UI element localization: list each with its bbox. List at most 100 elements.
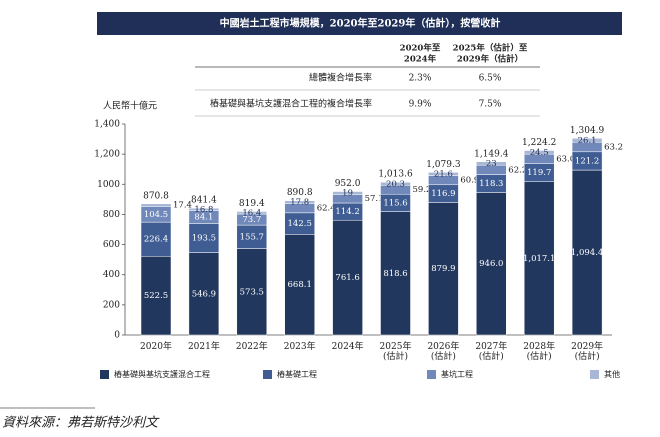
total-label: 1,079.3	[426, 160, 461, 170]
value-label: 116.9	[431, 189, 455, 199]
table-row-label: 樁基礎與基坑支護混合工程的複合增長率	[210, 98, 372, 110]
value-label: 522.5	[144, 291, 168, 301]
x-tick-line: (估計)	[431, 350, 456, 362]
value-label: 23	[486, 159, 497, 169]
value-label: 193.5	[192, 233, 216, 243]
value-label: 26.1	[578, 136, 597, 146]
value-label: 17.8	[290, 198, 309, 208]
value-label: 63.0	[556, 154, 575, 164]
value-label: 546.9	[192, 289, 216, 299]
bar-segment	[140, 203, 172, 207]
x-tick-line: 2021年	[188, 340, 220, 352]
total-label: 841.4	[191, 196, 217, 206]
table-header: 2024年	[404, 54, 437, 65]
table-cell: 9.9%	[409, 100, 432, 110]
source: 資料來源：弗若斯特沙利文	[2, 415, 160, 431]
value-label: 573.5	[240, 287, 264, 297]
bar-segment	[140, 256, 172, 336]
total-label: 1,224.2	[522, 138, 556, 148]
legend-label: 其他	[604, 369, 620, 379]
x-tick-label: 2021年	[188, 340, 220, 352]
legend-swatch	[427, 370, 436, 379]
value-label: 24.5	[530, 148, 549, 158]
table-header: 2029年（估計）	[457, 54, 523, 65]
value-label: 114.2	[335, 207, 359, 217]
y-tick-label: 0	[114, 331, 120, 341]
x-tick-label: 2024年	[332, 340, 364, 352]
x-tick-line: (估計)	[527, 350, 552, 362]
total-label: 1,304.9	[570, 126, 605, 136]
x-tick-label: 2029年(估計)	[571, 340, 603, 362]
value-label: 19	[342, 188, 353, 198]
value-label: 226.4	[144, 235, 168, 245]
legend-label: 基坑工程	[441, 369, 473, 379]
table-cell: 7.5%	[479, 100, 502, 110]
value-label: 818.6	[383, 269, 407, 279]
x-tick-line: (估計)	[479, 350, 504, 362]
y-tick-label: 1,400	[94, 120, 120, 130]
value-label: 155.7	[240, 232, 264, 242]
x-tick-line: 2028年	[523, 340, 555, 352]
y-tick-label: 1,200	[94, 150, 120, 160]
value-label: 73.7	[242, 215, 261, 225]
total-label: 819.4	[239, 199, 265, 209]
x-tick-line: (估計)	[575, 350, 600, 362]
bar-segment	[284, 200, 315, 204]
value-label: 946.0	[479, 259, 503, 269]
value-label: 16.4	[242, 208, 261, 218]
value-label: 1,017.1	[523, 254, 555, 264]
x-tick-line: 2020年	[140, 340, 172, 352]
cagr-table	[195, 66, 540, 117]
value-label: 879.9	[431, 264, 455, 274]
bar-segment	[188, 223, 220, 253]
value-label: 62.4	[317, 204, 336, 214]
legend-swatch	[263, 370, 272, 379]
legend-swatch	[100, 370, 109, 379]
table-row-label: 總體複合增長率	[309, 72, 372, 84]
x-tick-label: 2027年(估計)	[475, 340, 507, 362]
y-tick-label: 200	[103, 300, 120, 310]
bar-segment	[523, 181, 555, 336]
chart-title: 中國岩土工程市場規模，2020年至2029年（估計），按營收計	[220, 17, 501, 30]
bar-segment	[523, 150, 555, 155]
value-label: 16.8	[194, 205, 213, 215]
value-label: 21.6	[434, 169, 453, 179]
y-tick-label: 400	[103, 270, 120, 280]
title-band	[97, 12, 622, 35]
table-header: 2025年（估計）至	[453, 43, 528, 54]
total-label: 1,149.4	[474, 149, 509, 159]
x-tick-line: 2022年	[236, 340, 268, 352]
bar-segment	[140, 221, 172, 257]
value-label: 121.2	[575, 156, 599, 166]
bar-segment	[332, 219, 363, 336]
x-tick-line: (估計)	[383, 350, 408, 362]
bar-segment	[332, 191, 363, 195]
bar-segment	[380, 211, 411, 336]
table-cell: 2.3%	[409, 74, 432, 84]
x-tick-line: 2023年	[284, 340, 316, 352]
value-label: 63.2	[604, 143, 623, 153]
value-label: 1,094.4	[571, 248, 603, 258]
value-label: 60.9	[460, 176, 479, 186]
value-label: 104.5	[144, 210, 168, 220]
bar-segment	[571, 169, 603, 336]
value-label: 118.3	[479, 179, 503, 189]
x-tick-line: 2027年	[475, 340, 507, 352]
y-tick-label: 800	[103, 210, 120, 220]
x-tick-label: 2025年(估計)	[380, 340, 412, 362]
x-tick-label: 2023年	[284, 340, 316, 352]
value-label: 115.6	[383, 198, 407, 208]
y-tick-label: 1000	[97, 180, 120, 190]
x-tick-label: 2028年(估計)	[523, 340, 555, 362]
total-label: 952.0	[335, 179, 361, 189]
total-label: 870.8	[143, 191, 169, 201]
value-label: 668.1	[288, 280, 312, 290]
value-label: 20.3	[386, 179, 405, 189]
bar-segment	[476, 192, 507, 336]
legend-label: 樁基礎與基坑支護混合工程	[114, 369, 210, 379]
legend-label: 樁基礎工程	[277, 369, 317, 379]
value-label: 57.1	[365, 194, 384, 204]
table-header: 2020年至	[400, 43, 441, 54]
x-tick-label: 2026年(估計)	[427, 340, 459, 362]
